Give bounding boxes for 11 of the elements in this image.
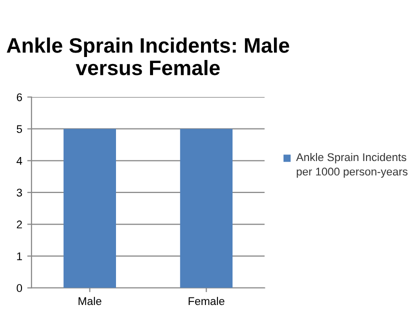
chart-title: Ankle Sprain Incidents: Male versus Female	[6, 38, 290, 76]
y-tick-label: 0	[16, 284, 22, 292]
legend-label: Ankle Sprain Incidents per 1000 person-years	[296, 152, 408, 178]
x-tick-label: Female	[188, 296, 224, 306]
y-tick-label: 4	[16, 157, 22, 165]
y-tick-label: 1	[17, 252, 22, 260]
x-tick-label: Male	[78, 296, 102, 306]
y-tick-label: 5	[16, 125, 22, 133]
y-tick-label: 3	[16, 188, 22, 197]
y-tick-label: 6	[16, 93, 22, 102]
y-tick-label: 2	[16, 220, 22, 228]
